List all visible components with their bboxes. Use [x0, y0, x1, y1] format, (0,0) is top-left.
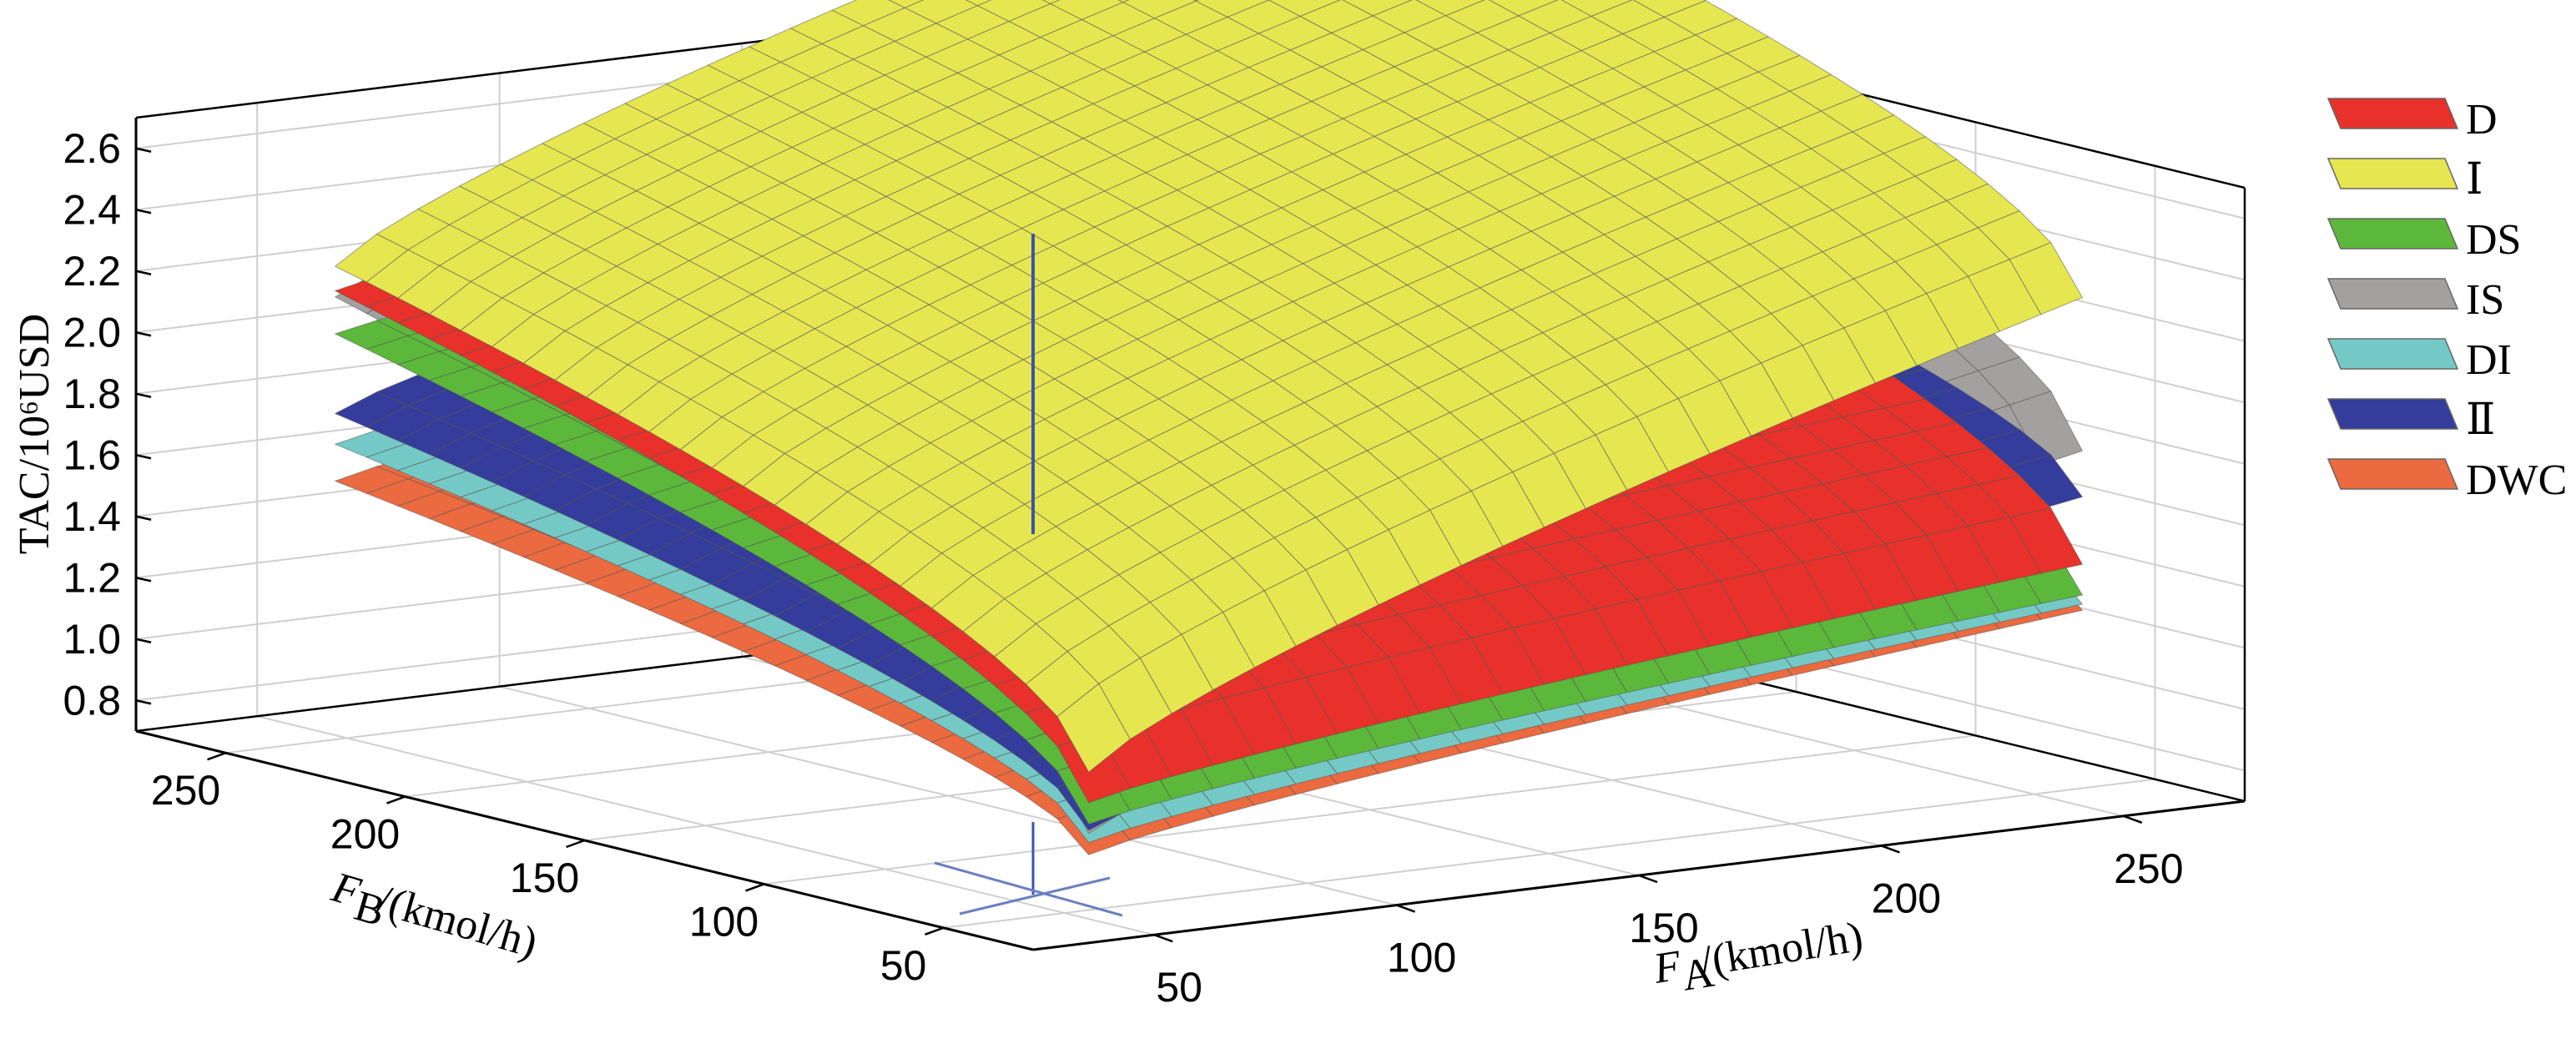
x-tick-label: 250 — [2114, 845, 2183, 892]
legend-label: DWC — [2466, 456, 2567, 504]
x-axis-label-subscript: A — [1679, 948, 1717, 1000]
optimum-cross-y — [959, 876, 1111, 915]
surface-cell — [1117, 0, 1131, 3]
x-tick-mark — [2123, 815, 2143, 824]
z-tick-mark — [135, 209, 152, 214]
z-tick-label: 2.2 — [63, 248, 121, 295]
y-tick-mark — [925, 926, 944, 936]
z-tick-mark — [135, 270, 152, 275]
legend-label: DS — [2466, 216, 2521, 264]
surface-cell — [888, 0, 925, 8]
y-tick-label: 150 — [510, 855, 579, 901]
z-tick-mark — [135, 392, 152, 398]
z-tick-mark — [135, 515, 152, 521]
x-axis-label-unit: /(kmol/h) — [1696, 913, 1866, 986]
z-tick-mark — [135, 331, 152, 337]
z-tick-label: 1.8 — [63, 371, 121, 417]
z-tick-mark — [135, 454, 152, 460]
z-tick-mark — [135, 699, 152, 705]
x-tick-label: 150 — [1629, 905, 1698, 951]
legend-label: D — [2466, 96, 2498, 144]
legend-label: IS — [2466, 276, 2504, 324]
y-tick-mark — [207, 752, 226, 761]
z-tick-labels: 0.8 1.0 1.2 1.4 1.6 1.8 2.0 2.2 2.4 2.6 — [63, 125, 152, 724]
z-tick-label: 2.4 — [63, 186, 121, 233]
surface-cell — [965, 0, 992, 7]
y-tick-mark — [566, 839, 585, 849]
x-tick-mark — [1396, 904, 1416, 913]
x-tick-mark — [1880, 845, 1900, 854]
legend-swatch — [2326, 98, 2459, 129]
legend-swatch — [2326, 458, 2459, 490]
y-tick-mark — [745, 883, 764, 892]
legend: D Ⅰ DS IS DI Ⅱ DWC — [2326, 96, 2567, 504]
y-tick-label: 50 — [880, 942, 927, 989]
z-tick-label: 2.0 — [63, 309, 121, 356]
legend-label: Ⅱ — [2466, 396, 2495, 444]
axis-box-edge — [135, 0, 1105, 119]
legend-label: DI — [2466, 336, 2512, 384]
z-tick-label: 2.6 — [63, 125, 121, 172]
z-tick-label: 1.0 — [63, 616, 121, 663]
surfaces — [334, 0, 2084, 855]
x-tick-label: 200 — [1872, 875, 1941, 921]
legend-swatch — [2326, 218, 2459, 250]
x-tick-labels: 50 100 150 200 250 — [1153, 815, 2184, 1011]
y-tick-labels: 50 100 150 200 250 — [151, 752, 944, 989]
z-tick-mark — [135, 147, 152, 153]
z-tick-mark — [135, 577, 152, 583]
legend-swatch — [2326, 398, 2459, 430]
z-axis-label: TAC/10⁶USD — [11, 314, 58, 554]
z-tick-label: 0.8 — [63, 677, 121, 724]
z-gridline — [135, 0, 2246, 219]
z-tick-mark — [135, 638, 152, 643]
z-tick-label: 1.4 — [63, 493, 121, 540]
x-tick-label: 100 — [1387, 935, 1456, 981]
legend-swatch — [2326, 338, 2459, 370]
legend-label: Ⅰ — [2466, 156, 2483, 204]
legend-swatch — [2326, 278, 2459, 310]
z-tick-label: 1.2 — [63, 554, 121, 601]
optimum-cross-x — [934, 861, 1123, 917]
y-tick-label: 100 — [689, 898, 759, 945]
surface-2 — [334, 0, 2084, 773]
y-tick-label: 250 — [151, 767, 220, 814]
x-tick-mark — [1638, 874, 1658, 884]
surface-cell — [1041, 0, 1061, 5]
y-tick-mark — [386, 795, 406, 804]
y-tick-label: 200 — [330, 811, 400, 858]
surface-cell — [1056, 683, 1131, 773]
x-tick-label: 50 — [1156, 964, 1202, 1011]
z-tick-label: 1.6 — [63, 431, 121, 478]
x-tick-mark — [1153, 934, 1173, 943]
legend-swatch — [2326, 158, 2459, 189]
